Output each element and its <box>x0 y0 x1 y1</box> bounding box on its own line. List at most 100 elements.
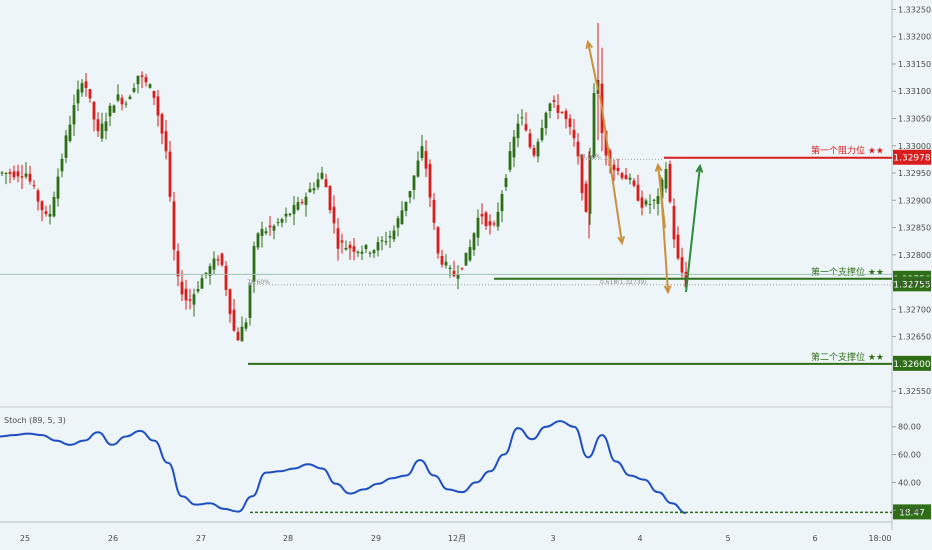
candle-body <box>520 117 524 119</box>
time-tick-label: 26 <box>108 534 118 543</box>
price-tick-label: 1.33200 <box>898 33 931 42</box>
candle-body <box>448 267 452 269</box>
candle-body <box>288 213 292 216</box>
candle-body <box>580 155 584 194</box>
candle-body <box>436 227 440 254</box>
candle-body <box>392 230 396 240</box>
candle-body <box>472 233 476 250</box>
candle-body <box>216 259 220 261</box>
fib-label: 0.618(1.32739) <box>600 279 647 286</box>
time-tick-label: 5 <box>725 534 730 543</box>
candle-body <box>564 110 568 120</box>
candle-body <box>568 118 572 128</box>
candle-body <box>244 322 248 329</box>
candle-body <box>460 267 464 269</box>
price-tick-label: 1.32800 <box>898 251 931 260</box>
candle-body <box>584 183 588 212</box>
candle-body <box>476 217 480 238</box>
candle-body <box>240 326 244 342</box>
candle-body <box>96 119 100 132</box>
candle-body <box>184 288 188 301</box>
candle-body <box>664 169 668 189</box>
candle-body <box>572 129 576 139</box>
candle-body <box>124 103 128 105</box>
candle-body <box>64 135 68 158</box>
candle-body <box>252 246 256 282</box>
price-axis: 1.33250 1.33200 1.33150 1.33100 1.33050 1.330… <box>892 5 931 515</box>
projection-arrow <box>599 94 623 244</box>
candle-body <box>412 175 416 190</box>
candle-body <box>676 234 680 259</box>
target-arrow <box>685 165 701 293</box>
candle-body <box>88 89 92 99</box>
time-tick-label: 27 <box>196 534 206 543</box>
price-tick-label: 1.32550 <box>898 387 931 396</box>
candle-body <box>312 188 316 191</box>
price-tick-label: 1.32850 <box>898 224 931 233</box>
target-arrow-head <box>695 163 704 173</box>
candle-body <box>332 206 336 224</box>
candle-body <box>624 175 628 180</box>
candle-body <box>52 196 56 217</box>
candle-body <box>492 223 496 225</box>
candle-body <box>32 185 36 187</box>
time-tick-label: 25 <box>20 534 30 543</box>
candle-body <box>152 91 156 98</box>
candle-body <box>636 184 640 201</box>
candle-body <box>68 124 72 141</box>
candle-body <box>480 214 484 217</box>
price-tick-label: 1.32900 <box>898 196 931 205</box>
time-tick-label: 3 <box>550 534 555 543</box>
candle-body <box>128 96 132 100</box>
candle-body <box>224 265 228 290</box>
projection-arrow-head <box>585 39 594 50</box>
candle-body <box>648 204 652 206</box>
candle-body <box>200 278 204 289</box>
candle-body <box>92 102 96 120</box>
candle-body <box>368 252 372 254</box>
candle-body <box>352 246 356 252</box>
candle-body <box>540 127 544 141</box>
candle-body <box>8 172 12 174</box>
candle-body <box>24 173 28 177</box>
candle-body <box>280 219 284 223</box>
candle-body <box>208 266 212 276</box>
candle-body <box>432 199 436 223</box>
candle-body <box>108 105 112 117</box>
stoch-tick-label: 60.00 <box>898 451 921 460</box>
candle-body <box>48 213 52 217</box>
projection-arrow-head <box>617 236 626 246</box>
candle-body <box>552 100 556 103</box>
candle-body <box>160 114 164 134</box>
candle-body <box>328 186 332 211</box>
current-price-badge <box>893 276 931 292</box>
candle-body <box>500 193 504 212</box>
time-tick-label: 6 <box>812 534 817 543</box>
candle-body <box>588 155 592 214</box>
candle-body <box>424 151 428 169</box>
candle-body <box>364 244 368 250</box>
candle-body <box>316 179 320 188</box>
candle-body <box>76 89 80 104</box>
candle-body <box>512 136 516 158</box>
candle-body <box>420 146 424 158</box>
candle-body <box>660 179 664 199</box>
candle-body <box>344 247 348 250</box>
price-tick-label: 1.32700 <box>898 305 931 314</box>
candle-body <box>140 75 144 77</box>
candle-body <box>120 97 124 105</box>
candle-body <box>372 250 376 254</box>
candle-body <box>112 105 116 113</box>
candle-body <box>668 164 672 202</box>
price-tick-label: 1.33000 <box>898 142 931 151</box>
candle-body <box>196 289 200 292</box>
candle-body <box>16 171 20 177</box>
fib-label: 78.60% <box>578 153 601 160</box>
candle-body <box>444 261 448 266</box>
candle-body <box>324 179 328 188</box>
candle-body <box>456 274 460 279</box>
price-tick-label: 1.32650 <box>898 333 931 342</box>
